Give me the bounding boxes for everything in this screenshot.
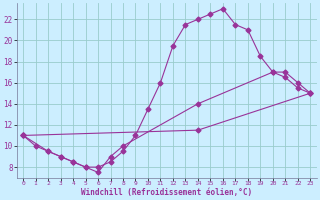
X-axis label: Windchill (Refroidissement éolien,°C): Windchill (Refroidissement éolien,°C) [81,188,252,197]
